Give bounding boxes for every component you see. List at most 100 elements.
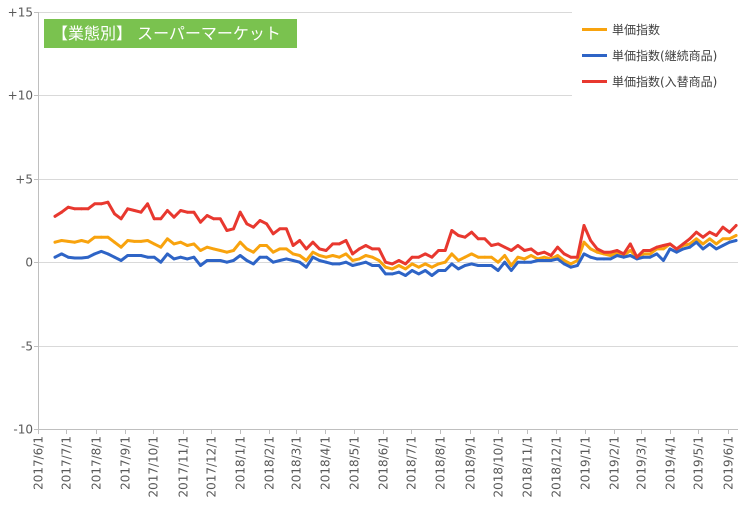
data-point xyxy=(285,247,288,251)
data-point xyxy=(152,217,156,221)
data-point xyxy=(218,259,222,262)
data-point xyxy=(113,255,116,259)
data-point xyxy=(80,207,83,211)
data-point xyxy=(430,255,434,259)
data-point xyxy=(708,230,712,234)
x-tick-label: 2018/11/1 xyxy=(521,436,535,498)
data-point xyxy=(351,252,354,256)
data-point xyxy=(304,259,308,262)
data-point xyxy=(225,250,229,254)
data-point xyxy=(331,254,335,257)
data-point xyxy=(166,237,169,241)
data-point xyxy=(331,262,335,266)
data-point xyxy=(582,252,586,256)
data-point xyxy=(695,237,698,241)
data-point xyxy=(509,249,513,252)
data-point xyxy=(423,252,427,256)
data-point xyxy=(523,257,526,261)
data-point xyxy=(675,247,678,251)
data-point xyxy=(364,254,368,257)
data-point xyxy=(66,205,70,209)
y-tick-label: +15 xyxy=(8,6,33,20)
data-point xyxy=(734,224,738,227)
data-point xyxy=(463,235,467,239)
data-point xyxy=(397,259,401,262)
data-point xyxy=(457,259,460,262)
data-point xyxy=(595,247,599,251)
x-tick-label: 2017/8/1 xyxy=(90,436,104,490)
legend-item-replacement-items: 単価指数(入替商品) xyxy=(572,68,742,94)
data-point xyxy=(53,255,57,259)
data-point xyxy=(285,257,288,261)
data-point xyxy=(126,207,130,211)
data-point xyxy=(139,254,143,257)
data-point xyxy=(668,242,672,246)
data-point xyxy=(390,272,394,276)
data-point xyxy=(384,272,387,276)
data-point xyxy=(668,247,672,251)
data-point xyxy=(496,260,500,264)
data-point xyxy=(106,200,110,204)
data-point xyxy=(450,229,454,232)
data-point xyxy=(721,225,725,229)
data-point xyxy=(589,239,592,242)
data-point xyxy=(576,255,579,259)
data-point xyxy=(450,262,454,266)
x-tick-label: 2017/7/1 xyxy=(60,436,74,490)
data-point xyxy=(86,207,90,211)
data-point xyxy=(271,250,275,254)
series-replacement-items xyxy=(53,200,738,266)
data-point xyxy=(642,255,645,259)
data-point xyxy=(622,255,626,259)
x-tick-label: 2017/12/1 xyxy=(205,436,219,498)
data-point xyxy=(662,244,665,247)
data-point xyxy=(648,249,652,252)
data-point xyxy=(245,247,249,251)
data-point xyxy=(536,259,540,262)
data-point xyxy=(66,240,70,243)
data-point xyxy=(126,254,130,257)
data-point xyxy=(159,260,163,264)
data-point xyxy=(681,242,685,246)
data-point xyxy=(457,267,460,271)
data-point xyxy=(516,255,520,259)
data-point xyxy=(106,252,110,256)
data-point xyxy=(450,252,454,256)
data-point xyxy=(509,264,513,267)
data-point xyxy=(404,267,407,271)
data-point xyxy=(397,270,401,274)
x-tick-label: 2019/2/1 xyxy=(608,436,622,490)
x-tick-label: 2018/7/1 xyxy=(405,436,419,490)
data-point xyxy=(562,259,566,262)
y-tick-label: -5 xyxy=(21,340,33,354)
data-point xyxy=(628,242,632,246)
data-point xyxy=(166,252,169,256)
data-point xyxy=(232,227,235,231)
data-point xyxy=(536,252,540,256)
y-axis: +15 +10 +5 0 -5 -10 xyxy=(8,6,39,437)
data-point xyxy=(245,259,249,262)
data-point xyxy=(390,267,394,271)
data-point xyxy=(576,264,579,267)
data-point xyxy=(476,264,480,267)
data-point xyxy=(556,257,559,261)
data-point xyxy=(516,260,520,264)
data-point xyxy=(609,254,612,257)
data-point xyxy=(146,202,150,206)
data-point xyxy=(728,240,731,244)
data-point xyxy=(318,247,321,251)
data-point xyxy=(80,256,83,260)
data-point xyxy=(503,245,507,249)
data-point xyxy=(146,239,150,242)
data-point xyxy=(496,242,500,246)
data-point xyxy=(60,210,63,214)
data-point xyxy=(470,262,473,266)
data-point xyxy=(714,247,718,251)
data-point xyxy=(357,257,361,261)
data-point xyxy=(714,242,718,246)
data-point xyxy=(60,252,63,256)
data-point xyxy=(278,259,282,262)
legend-label: 単価指数 xyxy=(612,22,661,37)
data-point xyxy=(483,237,487,241)
